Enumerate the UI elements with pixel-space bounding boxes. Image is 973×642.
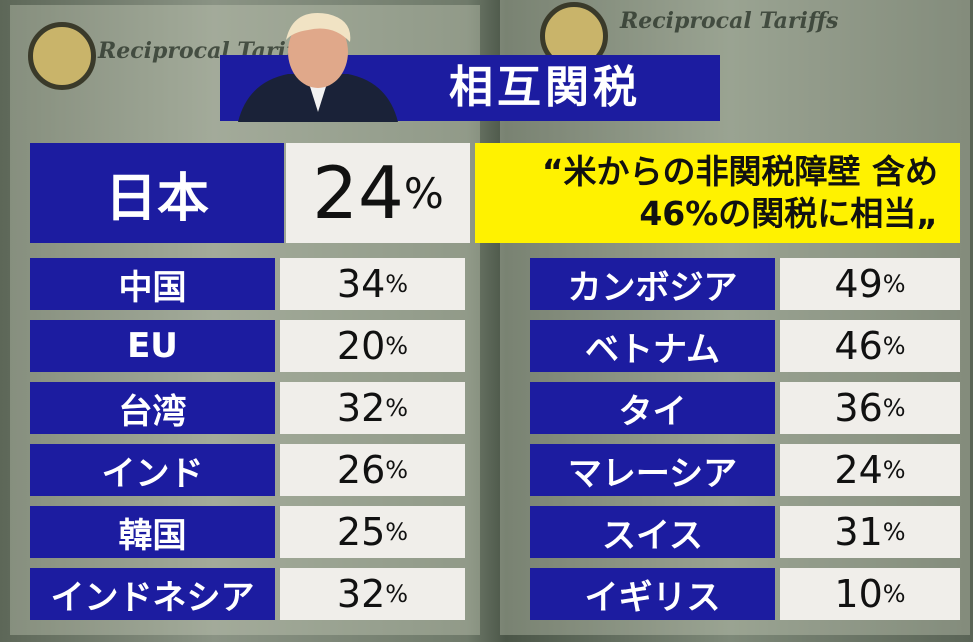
rate: 36 <box>834 386 883 430</box>
rate: 46 <box>834 324 883 368</box>
percent-sign: % <box>385 580 409 608</box>
country-name: タイ <box>530 382 775 434</box>
rate: 10 <box>834 572 883 616</box>
rate-cell: 34% <box>280 258 465 310</box>
percent-sign: % <box>882 270 906 298</box>
country-name: 韓国 <box>30 506 275 558</box>
rate-cell: 36% <box>780 382 960 434</box>
country-name: スイス <box>530 506 775 558</box>
quote-line: 46%の関税に相当„ <box>639 194 938 233</box>
country-name: EU <box>30 320 275 372</box>
rate: 20 <box>336 324 386 368</box>
rate: 24 <box>834 448 883 492</box>
quote-box: “米からの非関税障壁 含め 46%の関税に相当„ <box>475 143 960 243</box>
rate-cell: 26% <box>280 444 465 496</box>
country-name: 台湾 <box>30 382 275 434</box>
rate: 32 <box>336 572 386 616</box>
rate: 25 <box>336 510 386 554</box>
percent-sign: % <box>385 456 409 484</box>
rate: 32 <box>336 386 386 430</box>
bg-heading: Reciprocal Tariffs <box>620 8 839 34</box>
quote-line: “米からの非関税障壁 含め <box>541 152 938 191</box>
percent-sign: % <box>882 332 906 360</box>
country-name: マレーシア <box>530 444 775 496</box>
seal <box>28 22 96 90</box>
featured-rate: 24 <box>312 151 404 235</box>
rate-cell: 32% <box>280 382 465 434</box>
percent-sign: % <box>882 580 906 608</box>
country-name: ベトナム <box>530 320 775 372</box>
rate-cell: 20% <box>280 320 465 372</box>
rate-cell: 32% <box>280 568 465 620</box>
title: 相互関税 <box>449 62 641 113</box>
rate-cell: 46% <box>780 320 960 372</box>
rate-cell: 31% <box>780 506 960 558</box>
rate: 34 <box>336 262 386 306</box>
face <box>288 16 348 88</box>
rate: 31 <box>834 510 883 554</box>
country-name: イギリス <box>530 568 775 620</box>
featured-country: 日本 <box>30 143 284 243</box>
percent-sign: % <box>385 332 409 360</box>
percent-sign: % <box>385 394 409 422</box>
rate: 26 <box>336 448 386 492</box>
percent-sign: % <box>385 518 409 546</box>
percent-sign: % <box>403 168 444 218</box>
country-name: カンボジア <box>530 258 775 310</box>
person-photo <box>238 13 398 122</box>
featured-rate-cell: 24% <box>286 143 470 243</box>
rate-cell: 24% <box>780 444 960 496</box>
rate-cell: 25% <box>280 506 465 558</box>
percent-sign: % <box>882 518 906 546</box>
country-name: インド <box>30 444 275 496</box>
percent-sign: % <box>882 456 906 484</box>
country-name: インドネシア <box>30 568 275 620</box>
percent-sign: % <box>882 394 906 422</box>
country-name: 中国 <box>30 258 275 310</box>
hair <box>286 13 351 42</box>
rate: 49 <box>834 262 883 306</box>
rate-cell: 10% <box>780 568 960 620</box>
percent-sign: % <box>385 270 409 298</box>
rate-cell: 49% <box>780 258 960 310</box>
